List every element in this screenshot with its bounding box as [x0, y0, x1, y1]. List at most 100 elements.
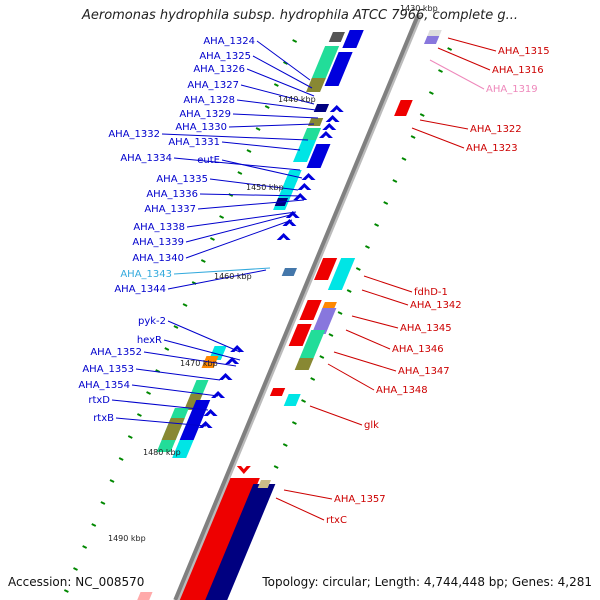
gene-block: [172, 440, 194, 458]
feature-label-aha_1347: AHA_1347: [398, 366, 450, 377]
feature-label-aha_1316: AHA_1316: [492, 65, 544, 76]
scale-tick: [91, 523, 97, 527]
feature-label-aha_1329: AHA_1329: [179, 109, 231, 120]
map-title: Aeromonas hydrophila subsp. hydrophila A…: [81, 8, 519, 23]
leader-line: [429, 59, 485, 90]
leader-line: [240, 84, 315, 105]
feature-label-aha_1338: AHA_1338: [133, 222, 185, 233]
feature-label-aha_1357: AHA_1357: [334, 494, 386, 505]
leader-line: [163, 339, 241, 361]
kbp-label: 1480 kbp: [143, 448, 181, 457]
gene-block: [311, 308, 337, 334]
feature-label-rtxd: rtxD: [88, 395, 110, 406]
leader-line: [221, 141, 301, 151]
scale-tick: [109, 479, 115, 483]
leader-line: [185, 213, 295, 243]
leader-line: [419, 119, 469, 130]
leader-line: [143, 351, 237, 367]
feature-label-aha_1327: AHA_1327: [187, 80, 239, 91]
leader-line: [135, 368, 221, 381]
scale-tick: [264, 105, 270, 109]
feature-label-aha_1331: AHA_1331: [168, 137, 220, 148]
scale-tick: [337, 311, 343, 315]
leader-line: [167, 320, 241, 353]
kbp-label: 1490 kbp: [108, 534, 146, 543]
feature-label-rtxc: rtxC: [326, 515, 347, 526]
forward-arrow: [282, 219, 297, 226]
scale-tick: [73, 567, 78, 571]
feature-label-aha_1353: AHA_1353: [82, 364, 134, 375]
leader-line: [199, 193, 303, 197]
label-leaders: [111, 37, 497, 521]
leader-line: [283, 489, 333, 500]
leader-line: [161, 133, 309, 141]
leader-line: [236, 99, 317, 111]
feature-label-aha_1340: AHA_1340: [132, 253, 184, 264]
gene-block: [342, 30, 364, 48]
gene-block: [281, 268, 298, 276]
forward-arrow: [211, 391, 226, 398]
feature-label-aha_1328: AHA_1328: [183, 95, 235, 106]
leader-line: [351, 315, 399, 329]
gene-block: [294, 358, 314, 370]
leader-line: [309, 405, 363, 426]
scale-tick: [392, 179, 398, 183]
leader-line: [333, 351, 397, 372]
scale-tick: [255, 127, 261, 131]
feature-label-aha_1337: AHA_1337: [144, 204, 196, 215]
feature-label-glk: glk: [364, 420, 379, 431]
feature-label-aha_1348: AHA_1348: [376, 385, 428, 396]
feature-label-aha_1315: AHA_1315: [498, 46, 550, 57]
scale-tick: [283, 61, 288, 65]
leader-line: [411, 127, 465, 149]
gene-block: [205, 484, 276, 600]
leader-line: [131, 384, 219, 397]
scale-tick: [118, 457, 124, 461]
feature-label-aha_1344: AHA_1344: [114, 284, 166, 295]
scale-tick: [346, 289, 352, 293]
leader-line: [447, 37, 497, 52]
leader-line: [167, 269, 267, 290]
gene-block: [327, 258, 356, 290]
feature-label-hexr: hexR: [137, 335, 162, 346]
scale-tick: [419, 113, 425, 117]
scale-tick: [428, 91, 434, 95]
scale-tick: [200, 259, 206, 263]
leader-line: [173, 267, 271, 275]
kbp-label: 1460 kbp: [214, 272, 252, 281]
scale-tick: [273, 465, 279, 469]
backbone-shadow: [176, 14, 423, 600]
feature-label-fdhd-1: fdhD-1: [414, 287, 448, 298]
feature-label-aha_1326: AHA_1326: [193, 64, 245, 75]
feature-label-aha_1319: AHA_1319: [486, 84, 538, 95]
feature-blocks: [137, 30, 442, 600]
gene-block: [179, 478, 260, 600]
leader-line: [275, 497, 325, 521]
forward-arrow: [293, 193, 308, 200]
leader-line: [221, 159, 303, 179]
gene-block: [314, 258, 338, 280]
kbp-label: 1430 kbp: [400, 4, 438, 13]
leader-line: [185, 219, 293, 259]
feature-label-pyk-2: pyk-2: [138, 316, 166, 327]
feature-label-eute: eutE: [197, 155, 220, 166]
leader-line: [246, 68, 315, 97]
scale-tick: [292, 39, 298, 43]
scale-tick: [210, 237, 215, 241]
gene-block: [184, 394, 203, 410]
scale-tick: [246, 149, 252, 153]
scale-tick: [447, 47, 453, 51]
feature-label-aha_1352: AHA_1352: [90, 347, 142, 358]
accession-text: Accession: NC_008570: [8, 575, 145, 589]
leader-line: [361, 289, 409, 306]
feature-label-aha_1339: AHA_1339: [132, 237, 184, 248]
gene-block: [423, 36, 440, 44]
feature-label-aha_1336: AHA_1336: [146, 189, 198, 200]
feature-label-aha_1332: AHA_1332: [108, 129, 160, 140]
feature-label-aha_1323: AHA_1323: [466, 143, 518, 154]
forward-arrow: [225, 357, 240, 364]
scale-tick: [301, 399, 306, 403]
scale-tick: [365, 245, 370, 249]
